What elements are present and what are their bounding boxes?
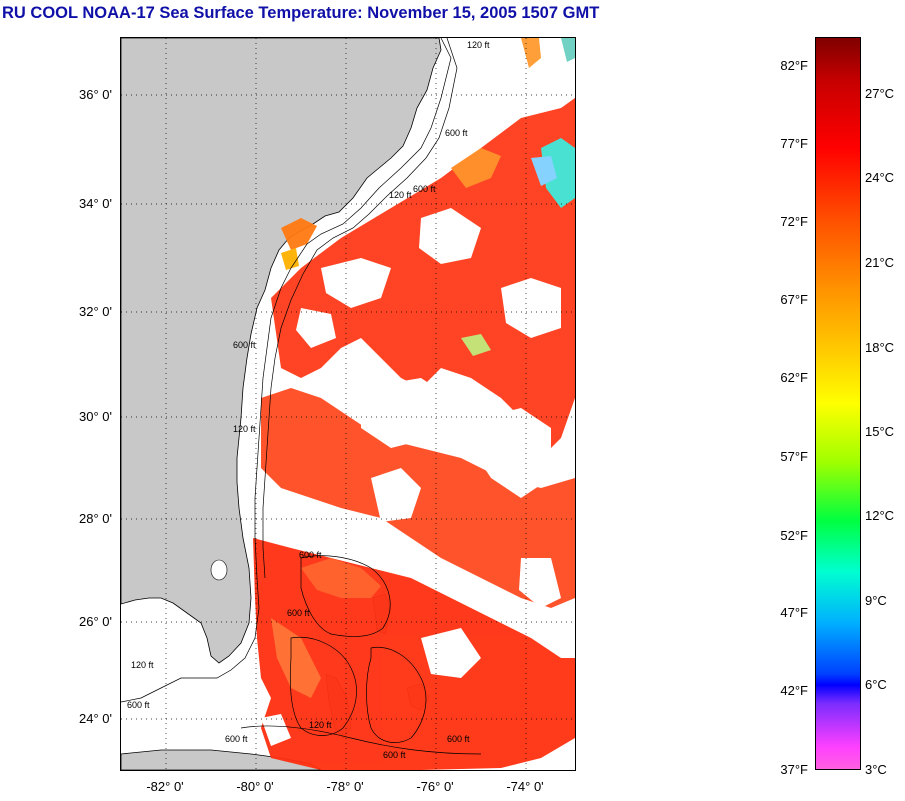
sst-data-layer xyxy=(253,38,575,770)
map-canvas: 120 ft 600 ft 120 ft 600 ft 600 ft 600 f… xyxy=(121,38,575,770)
contour-label: 600 ft xyxy=(447,734,470,744)
colorbar-c-label: 12°C xyxy=(865,508,895,523)
contour-label: 600 ft xyxy=(413,184,436,194)
bathymetry-contours xyxy=(121,38,482,755)
colorbar-c-label: 24°C xyxy=(865,170,895,185)
contour-label: 600 ft xyxy=(383,750,406,760)
lon-label: -80° 0' xyxy=(236,779,274,794)
colorbar-f-label: 47°F xyxy=(780,605,808,620)
colorbar-c-label: 27°C xyxy=(865,86,895,101)
colorbar-f-label: 72°F xyxy=(780,214,808,229)
colorbar-f-label: 62°F xyxy=(780,370,808,385)
colorbar-f-label: 82°F xyxy=(780,58,808,73)
contour-label: 120 ft xyxy=(233,424,256,434)
contour-label: 600 ft xyxy=(127,700,150,710)
lat-label: 28° 0' xyxy=(79,511,112,526)
sst-map[interactable]: 120 ft 600 ft 120 ft 600 ft 600 ft 600 f… xyxy=(120,37,576,771)
lat-label: 26° 0' xyxy=(79,614,112,629)
contour-label: 120 ft xyxy=(309,720,332,730)
colorbar-f-label: 57°F xyxy=(780,449,808,464)
contour-label: 600 ft xyxy=(225,734,248,744)
lat-label: 36° 0' xyxy=(79,87,112,102)
lake-okeechobee xyxy=(210,559,228,581)
colorbar-f-label: 42°F xyxy=(780,683,808,698)
contour-label: 600 ft xyxy=(299,550,322,560)
colorbar-c-label: 9°C xyxy=(865,593,887,608)
colorbar-f-label: 37°F xyxy=(780,762,808,777)
colorbar-f-label: 77°F xyxy=(780,136,808,151)
lat-label: 34° 0' xyxy=(79,196,112,211)
lon-label: -82° 0' xyxy=(146,779,184,794)
lat-label: 30° 0' xyxy=(79,409,112,424)
contour-label: 120 ft xyxy=(467,40,490,50)
contour-label: 600 ft xyxy=(445,128,468,138)
contour-label: 600 ft xyxy=(287,608,310,618)
lon-label: -74° 0' xyxy=(506,779,544,794)
colorbar-c-label: 15°C xyxy=(865,424,895,439)
lon-label: -78° 0' xyxy=(326,779,364,794)
colorbar-c-label: 6°C xyxy=(865,677,887,692)
colorbar-f-label: 52°F xyxy=(780,528,808,543)
temperature-colorbar xyxy=(815,37,861,770)
lat-label: 24° 0' xyxy=(79,711,112,726)
contour-label: 600 ft xyxy=(233,340,256,350)
page-title: RU COOL NOAA-17 Sea Surface Temperature:… xyxy=(2,4,600,22)
land-mainland xyxy=(121,38,442,664)
no-data-clouds xyxy=(261,208,561,746)
colorbar-c-label: 21°C xyxy=(865,255,895,270)
contour-label: 120 ft xyxy=(131,660,154,670)
colorbar-c-label: 18°C xyxy=(865,340,895,355)
colorbar-f-label: 67°F xyxy=(780,292,808,307)
contour-label: 120 ft xyxy=(389,190,412,200)
colorbar-c-label: 3°C xyxy=(865,762,887,777)
lat-lon-grid xyxy=(121,38,575,770)
lat-label: 32° 0' xyxy=(79,304,112,319)
lon-label: -76° 0' xyxy=(416,779,454,794)
